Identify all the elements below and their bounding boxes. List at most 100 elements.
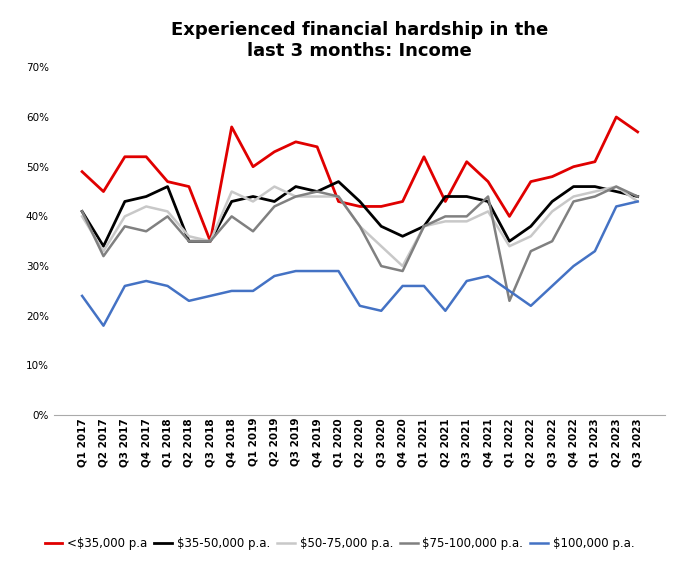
$75-100,000 p.a. [270,203,278,210]
$50-75,000 p.a. [462,218,471,225]
$50-75,000 p.a. [78,213,86,220]
$50-75,000 p.a. [206,238,215,245]
$35-50,000 p.a. [420,223,428,229]
$35-50,000 p.a. [527,223,535,229]
$50-75,000 p.a. [335,193,343,200]
$50-75,000 p.a. [142,203,150,210]
$75-100,000 p.a. [164,213,172,220]
<$35,000 p.a [634,128,642,135]
$50-75,000 p.a. [377,243,385,250]
<$35,000 p.a [441,198,449,205]
$100,000 p.a. [206,292,215,299]
$100,000 p.a. [164,283,172,289]
<$35,000 p.a [399,198,407,205]
$35-50,000 p.a. [356,198,364,205]
Line: $75-100,000 p.a.: $75-100,000 p.a. [82,187,638,301]
$50-75,000 p.a. [313,193,321,200]
<$35,000 p.a [462,158,471,165]
<$35,000 p.a [206,238,215,245]
<$35,000 p.a [527,178,535,185]
$35-50,000 p.a. [164,183,172,190]
$100,000 p.a. [142,278,150,284]
$100,000 p.a. [377,307,385,314]
$75-100,000 p.a. [634,193,642,200]
$100,000 p.a. [78,292,86,299]
$35-50,000 p.a. [634,193,642,200]
$50-75,000 p.a. [356,223,364,229]
$75-100,000 p.a. [377,263,385,269]
<$35,000 p.a [292,139,300,145]
$50-75,000 p.a. [99,248,107,255]
$100,000 p.a. [634,198,642,205]
$35-50,000 p.a. [548,198,556,205]
$100,000 p.a. [612,203,621,210]
$100,000 p.a. [462,278,471,284]
$50-75,000 p.a. [612,183,621,190]
$75-100,000 p.a. [185,238,193,245]
$100,000 p.a. [313,268,321,274]
$35-50,000 p.a. [78,208,86,215]
$50-75,000 p.a. [270,183,278,190]
$75-100,000 p.a. [335,193,343,200]
<$35,000 p.a [548,173,556,180]
$75-100,000 p.a. [313,188,321,195]
<$35,000 p.a [142,153,150,160]
$50-75,000 p.a. [527,233,535,240]
$35-50,000 p.a. [313,188,321,195]
<$35,000 p.a [570,163,578,170]
$100,000 p.a. [335,268,343,274]
$50-75,000 p.a. [441,218,449,225]
<$35,000 p.a [227,123,236,130]
$50-75,000 p.a. [292,193,300,200]
$50-75,000 p.a. [399,263,407,269]
$100,000 p.a. [356,302,364,309]
<$35,000 p.a [612,114,621,121]
$100,000 p.a. [420,283,428,289]
$75-100,000 p.a. [121,223,129,229]
Line: $100,000 p.a.: $100,000 p.a. [82,201,638,326]
$75-100,000 p.a. [420,223,428,229]
$100,000 p.a. [399,283,407,289]
$75-100,000 p.a. [227,213,236,220]
<$35,000 p.a [377,203,385,210]
$75-100,000 p.a. [462,213,471,220]
$75-100,000 p.a. [399,268,407,274]
<$35,000 p.a [591,158,599,165]
$35-50,000 p.a. [377,223,385,229]
<$35,000 p.a [313,144,321,150]
Line: <$35,000 p.a: <$35,000 p.a [82,117,638,241]
<$35,000 p.a [505,213,513,220]
<$35,000 p.a [356,203,364,210]
$75-100,000 p.a. [142,228,150,234]
$75-100,000 p.a. [99,253,107,260]
$50-75,000 p.a. [227,188,236,195]
$35-50,000 p.a. [591,183,599,190]
$100,000 p.a. [270,273,278,279]
Legend: <$35,000 p.a, $35-50,000 p.a., $50-75,000 p.a., $75-100,000 p.a., $100,000 p.a.: <$35,000 p.a, $35-50,000 p.a., $50-75,00… [40,532,639,555]
<$35,000 p.a [249,163,257,170]
$35-50,000 p.a. [570,183,578,190]
$75-100,000 p.a. [206,238,215,245]
$50-75,000 p.a. [634,198,642,205]
$75-100,000 p.a. [591,193,599,200]
<$35,000 p.a [78,168,86,175]
<$35,000 p.a [484,178,492,185]
$75-100,000 p.a. [249,228,257,234]
$35-50,000 p.a. [505,238,513,245]
$50-75,000 p.a. [121,213,129,220]
$75-100,000 p.a. [505,297,513,304]
<$35,000 p.a [99,188,107,195]
<$35,000 p.a [185,183,193,190]
$35-50,000 p.a. [227,198,236,205]
$75-100,000 p.a. [292,193,300,200]
$35-50,000 p.a. [292,183,300,190]
$75-100,000 p.a. [612,183,621,190]
$35-50,000 p.a. [206,238,215,245]
$75-100,000 p.a. [356,223,364,229]
Line: $50-75,000 p.a.: $50-75,000 p.a. [82,187,638,266]
$50-75,000 p.a. [420,223,428,229]
$100,000 p.a. [249,288,257,295]
<$35,000 p.a [420,153,428,160]
$50-75,000 p.a. [591,188,599,195]
$50-75,000 p.a. [484,208,492,215]
